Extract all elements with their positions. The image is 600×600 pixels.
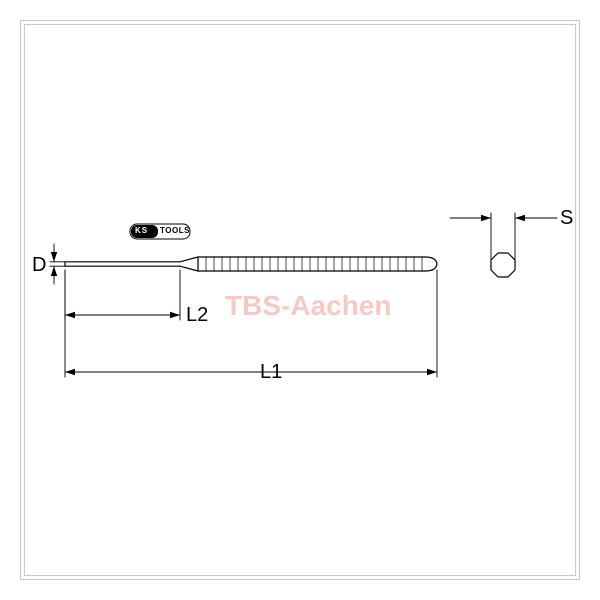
label-s: S — [560, 207, 573, 230]
tool-outline — [65, 257, 437, 271]
dimension-d — [50, 244, 65, 284]
dimension-l2 — [65, 270, 180, 320]
label-l2: L2 — [186, 304, 208, 327]
label-l1: L1 — [260, 361, 282, 384]
logo-text-right: TOOLS — [160, 226, 190, 235]
diagram-svg — [0, 0, 600, 600]
dimension-l1 — [65, 270, 437, 377]
octagon-section — [491, 253, 515, 277]
label-d: D — [32, 254, 46, 277]
logo-text-left: KS — [135, 226, 148, 235]
